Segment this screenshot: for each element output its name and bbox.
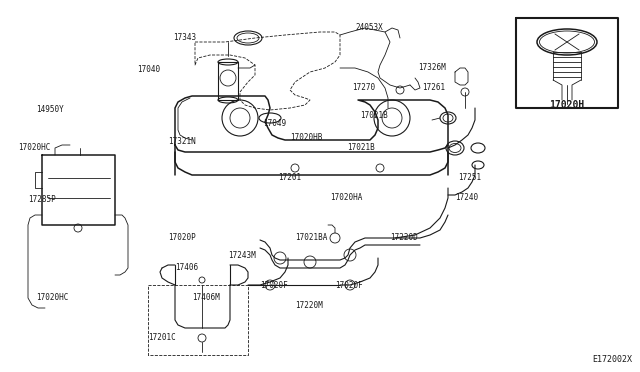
Text: 17220D: 17220D (390, 234, 418, 243)
Text: 17020HA: 17020HA (330, 193, 362, 202)
Text: 17285P: 17285P (28, 196, 56, 205)
Text: 24053X: 24053X (355, 23, 383, 32)
Text: 17020P: 17020P (168, 234, 196, 243)
Text: 17243M: 17243M (228, 251, 256, 260)
Text: 17020HC: 17020HC (36, 294, 68, 302)
Text: 17020HC: 17020HC (18, 144, 51, 153)
Text: 17020F: 17020F (260, 282, 288, 291)
Text: 17020H: 17020H (549, 100, 584, 110)
Text: 17406: 17406 (175, 263, 198, 273)
Text: 17021BA: 17021BA (295, 234, 328, 243)
Text: E172002X: E172002X (592, 355, 632, 364)
Text: 14950Y: 14950Y (36, 106, 64, 115)
Text: 17021B: 17021B (348, 144, 375, 153)
Text: 17270: 17270 (352, 83, 375, 93)
Text: 17020F: 17020F (335, 282, 363, 291)
Text: 17261: 17261 (422, 83, 445, 93)
Text: 17326M: 17326M (418, 64, 445, 73)
Text: 17406M: 17406M (192, 294, 220, 302)
Text: 17040: 17040 (137, 65, 160, 74)
Text: 17343: 17343 (173, 33, 196, 42)
Text: 17240: 17240 (455, 193, 478, 202)
Text: 17251: 17251 (458, 173, 481, 183)
Text: 17220M: 17220M (295, 301, 323, 311)
Text: 17201C: 17201C (148, 334, 176, 343)
Text: 17049: 17049 (263, 119, 286, 128)
Text: 17321N: 17321N (168, 138, 196, 147)
Text: 17201: 17201 (278, 173, 301, 183)
Text: 17021B: 17021B (360, 112, 388, 121)
Text: 17020HB: 17020HB (290, 134, 323, 142)
